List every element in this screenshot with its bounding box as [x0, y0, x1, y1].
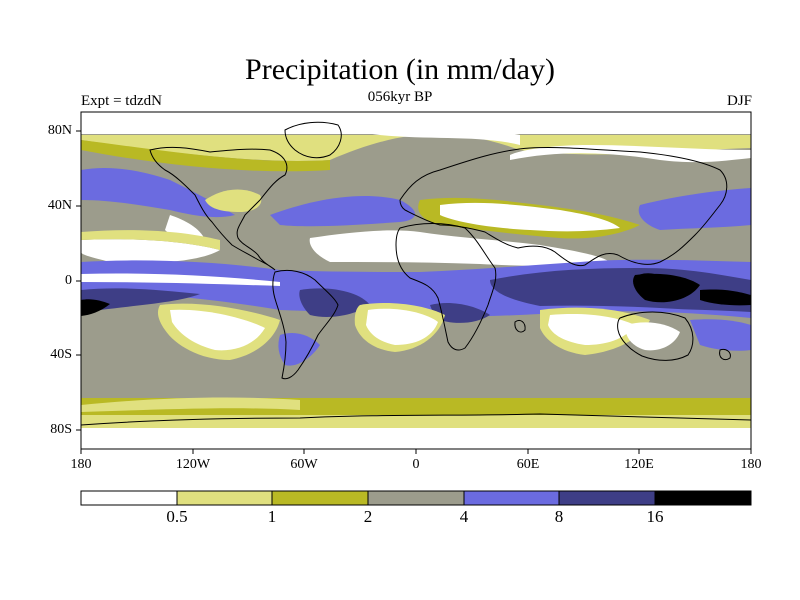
lon-label-180w: 180 — [70, 457, 92, 472]
lat-label-40s: 40S — [50, 347, 72, 362]
southern-patch — [81, 397, 300, 412]
australia-dry — [625, 322, 680, 351]
australia-coast — [617, 311, 694, 361]
arctic-olive-band — [81, 140, 330, 172]
colorbar-label-8: 8 — [554, 507, 564, 526]
coastlines — [81, 121, 751, 426]
nw-pacific-storm-track — [638, 188, 751, 230]
s-america-blue — [278, 333, 320, 366]
colorbar-label-16: 16 — [646, 507, 664, 526]
colorbar-label-0.5: 0.5 — [166, 507, 188, 526]
amazon-dark — [299, 288, 370, 317]
lon-label-0: 0 — [412, 457, 420, 472]
season-label: DJF — [726, 93, 752, 109]
colorbar-swatch-6 — [654, 490, 752, 506]
lat-label-80n: 80N — [47, 123, 72, 138]
new-zealand — [719, 349, 731, 361]
lat-label-0: 0 — [65, 273, 72, 288]
nh-subtropical-dry — [309, 230, 610, 266]
colorbar-label-1: 1 — [267, 507, 277, 526]
s-indian-dry — [548, 314, 635, 345]
madagascar — [514, 319, 526, 333]
colorbar-swatch-2 — [271, 490, 369, 506]
north-america-coast — [149, 146, 288, 271]
lon-label-180e: 180 — [740, 457, 762, 472]
ne-pacific-subtrop-dry — [81, 239, 220, 264]
colorbar-label-2: 2 — [363, 507, 373, 526]
precip-field — [81, 112, 751, 449]
antarctica-coast — [81, 413, 751, 426]
axis-ticks — [76, 130, 752, 454]
lat-label-40n: 40N — [47, 198, 72, 213]
chart-title: Precipitation (in mm/day) — [245, 53, 555, 86]
africa-dark — [430, 303, 490, 323]
greenland-coast — [284, 121, 342, 159]
colorbar-swatch-5 — [558, 490, 656, 506]
s-atlantic-dry — [366, 308, 438, 345]
spcz-dark — [81, 288, 200, 310]
lon-label-60e: 60E — [516, 457, 540, 472]
africa-coast — [395, 223, 497, 351]
maritime-continent — [639, 273, 669, 287]
colorbar-swatch-4 — [463, 490, 560, 506]
spcz-black — [81, 299, 110, 316]
period-label: 056kyr BP — [367, 89, 433, 105]
se-pacific-dry — [170, 309, 265, 351]
colorbar-label-4: 4 — [459, 507, 469, 526]
colorbar — [80, 490, 752, 506]
lon-label-120e: 120E — [624, 457, 654, 472]
n-atlantic-storm-track — [270, 195, 415, 227]
arctic-light-band — [81, 133, 751, 161]
lon-label-60w: 60W — [290, 457, 318, 472]
antarctic-dry — [81, 428, 751, 449]
warm-pool-black-2 — [700, 289, 751, 306]
warm-pool-black — [633, 273, 700, 303]
lon-label-120w: 120W — [175, 457, 211, 472]
na-interior-light — [205, 189, 262, 212]
eurasia-coast — [399, 146, 728, 267]
ne-pacific-light — [81, 230, 220, 250]
n-pacific-storm-track — [81, 168, 235, 218]
eq-pacific-dry — [81, 273, 280, 286]
greenland-dry — [230, 120, 520, 145]
lat-label-80s: 80S — [50, 422, 72, 437]
colorbar-swatch-1 — [176, 490, 273, 506]
siberia-dry — [510, 145, 751, 163]
colorbar-swatch-3 — [367, 490, 465, 506]
experiment-label: Expt = tdzdN — [81, 93, 162, 109]
south-america-coast — [272, 269, 339, 380]
sw-pacific-blue — [690, 319, 751, 351]
colorbar-swatch-0 — [80, 490, 178, 506]
asia-dry-interior — [440, 202, 620, 232]
